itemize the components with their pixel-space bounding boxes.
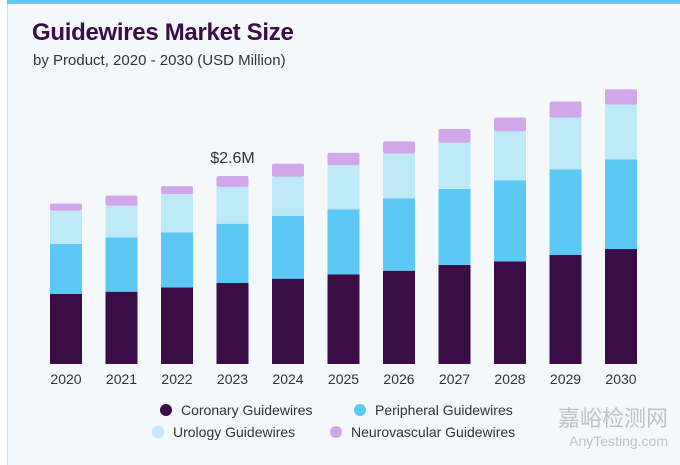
bar-segment-neurovascular-guidewires-2020 bbox=[50, 203, 82, 211]
bar-segment-neurovascular-guidewires-2026 bbox=[383, 141, 415, 154]
chart-subtitle: by Product, 2020 - 2030 (USD Million) bbox=[33, 52, 286, 69]
legend-item-neurovascular: Neurovascular Guidewires bbox=[330, 424, 515, 440]
bar-segment-neurovascular-guidewires-2029 bbox=[549, 101, 582, 118]
x-tick-label: 2029 bbox=[550, 371, 581, 387]
bar-segment-urology-guidewires-2022 bbox=[161, 194, 193, 233]
legend-label: Peripheral Guidewires bbox=[375, 402, 513, 418]
x-tick-label: 2027 bbox=[439, 371, 470, 387]
bar-segment-urology-guidewires-2024 bbox=[272, 176, 304, 216]
watermark-text: 嘉峪检测网 bbox=[557, 406, 668, 431]
bar-segment-coronary-guidewires-2022 bbox=[161, 287, 193, 364]
bar-segment-urology-guidewires-2025 bbox=[327, 165, 360, 210]
x-tick-label: 2024 bbox=[272, 371, 303, 387]
bar-segment-neurovascular-guidewires-2027 bbox=[438, 129, 471, 143]
legend-swatch bbox=[160, 404, 172, 416]
legend-item-urology: Urology Guidewires bbox=[152, 424, 295, 440]
bar-segment-urology-guidewires-2030 bbox=[605, 104, 637, 160]
bar-segment-urology-guidewires-2023 bbox=[216, 186, 249, 224]
bar-segment-coronary-guidewires-2024 bbox=[272, 278, 304, 364]
data-label-annotation: $2.6M bbox=[210, 150, 254, 167]
bar-segment-urology-guidewires-2029 bbox=[549, 117, 582, 170]
bar-segment-peripheral-guidewires-2023 bbox=[216, 223, 249, 284]
bar-segment-urology-guidewires-2027 bbox=[438, 142, 471, 190]
bar-segment-peripheral-guidewires-2028 bbox=[494, 180, 526, 262]
bar-segment-urology-guidewires-2028 bbox=[494, 131, 526, 181]
bar-segment-peripheral-guidewires-2025 bbox=[327, 209, 360, 275]
bar-segment-neurovascular-guidewires-2022 bbox=[161, 186, 193, 195]
watermark-subtext: AnyTesting.com bbox=[569, 433, 668, 449]
bar-segment-coronary-guidewires-2025 bbox=[327, 274, 360, 364]
bar-segment-coronary-guidewires-2020 bbox=[50, 293, 82, 364]
bar-segment-neurovascular-guidewires-2028 bbox=[494, 117, 526, 132]
legend-label: Coronary Guidewires bbox=[181, 402, 313, 418]
x-tick-label: 2028 bbox=[494, 371, 525, 387]
legend-swatch bbox=[354, 404, 366, 416]
bar-segment-coronary-guidewires-2023 bbox=[216, 283, 249, 364]
bar-segment-coronary-guidewires-2027 bbox=[438, 264, 471, 364]
bar-segment-neurovascular-guidewires-2021 bbox=[105, 195, 138, 206]
bar-segment-coronary-guidewires-2029 bbox=[549, 254, 582, 364]
x-tick-label: 2026 bbox=[383, 371, 414, 387]
bar-segment-peripheral-guidewires-2021 bbox=[105, 237, 138, 292]
bar-segment-neurovascular-guidewires-2023 bbox=[216, 176, 249, 187]
bar-segment-neurovascular-guidewires-2025 bbox=[327, 152, 360, 166]
bar-segment-peripheral-guidewires-2029 bbox=[549, 169, 582, 255]
chart-title: Guidewires Market Size bbox=[32, 19, 294, 46]
x-tick-label: 2020 bbox=[50, 371, 81, 387]
bar-segment-neurovascular-guidewires-2024 bbox=[272, 163, 304, 177]
bar-segment-urology-guidewires-2026 bbox=[383, 153, 415, 199]
bar-segment-coronary-guidewires-2028 bbox=[494, 261, 526, 364]
x-tick-label: 2025 bbox=[328, 371, 359, 387]
legend-label: Neurovascular Guidewires bbox=[351, 424, 516, 440]
x-tick-label: 2023 bbox=[217, 371, 248, 387]
bar-segment-urology-guidewires-2020 bbox=[50, 210, 82, 244]
bar-segment-peripheral-guidewires-2022 bbox=[161, 232, 193, 288]
legend-label: Urology Guidewires bbox=[173, 424, 296, 440]
legend-swatch bbox=[152, 426, 164, 438]
bar-segment-peripheral-guidewires-2020 bbox=[50, 243, 82, 294]
bar-segment-peripheral-guidewires-2024 bbox=[272, 215, 304, 279]
bar-segment-peripheral-guidewires-2030 bbox=[605, 159, 637, 250]
legend-item-coronary: Coronary Guidewires bbox=[160, 402, 313, 418]
watermark: 嘉峪检测网 AnyTesting.com bbox=[558, 408, 668, 452]
x-tick-label: 2021 bbox=[106, 371, 137, 387]
bar-segment-coronary-guidewires-2030 bbox=[605, 249, 637, 364]
x-tick-label: 2030 bbox=[605, 371, 636, 387]
legend-item-peripheral: Peripheral Guidewires bbox=[354, 402, 513, 418]
bar-segment-urology-guidewires-2021 bbox=[105, 205, 138, 238]
bar-segment-coronary-guidewires-2026 bbox=[383, 270, 415, 364]
bar-segment-coronary-guidewires-2021 bbox=[105, 291, 138, 364]
x-tick-label: 2022 bbox=[161, 371, 192, 387]
bar-segment-peripheral-guidewires-2027 bbox=[438, 189, 471, 265]
bar-segment-peripheral-guidewires-2026 bbox=[383, 198, 415, 271]
accent-bar bbox=[7, 0, 680, 4]
bar-segment-neurovascular-guidewires-2030 bbox=[605, 89, 637, 105]
legend-swatch bbox=[330, 426, 342, 438]
